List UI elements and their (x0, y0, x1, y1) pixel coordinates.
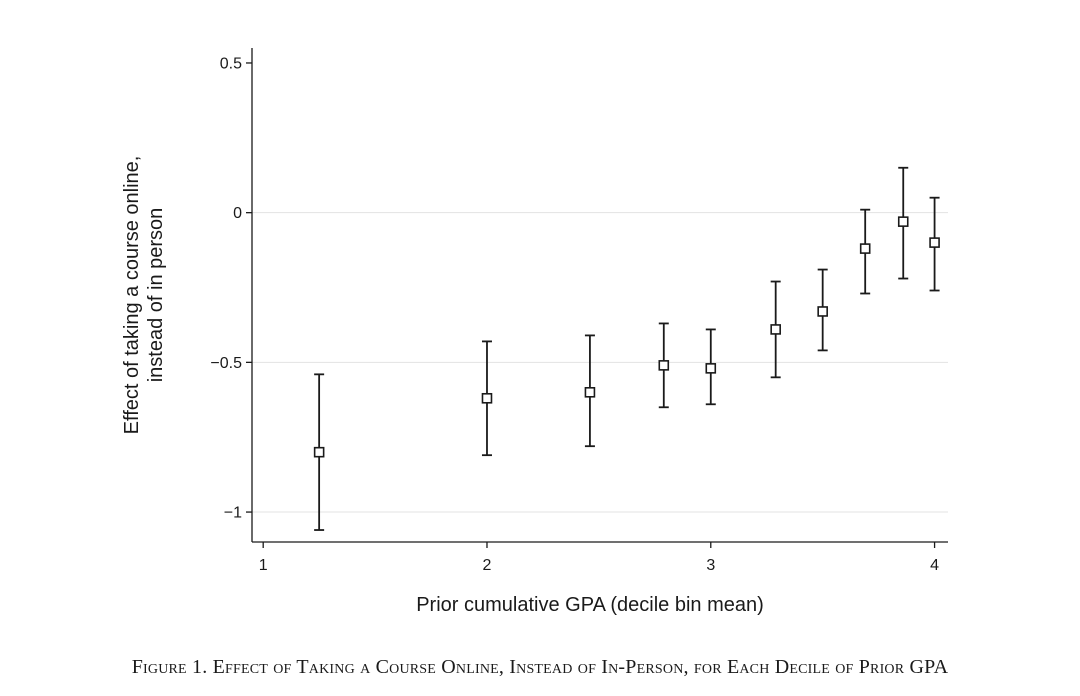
x-tick-label: 2 (483, 557, 492, 574)
y-tick-label: −0.5 (210, 355, 242, 372)
data-point (817, 268, 828, 352)
y-axis-title: Effect of taking a course online, instea… (121, 156, 167, 435)
x-tick-label: 1 (259, 557, 268, 574)
y-tick-label: 0 (233, 205, 242, 222)
point-marker (658, 360, 670, 371)
x-tick-label: 3 (706, 557, 715, 574)
point-marker (897, 216, 909, 227)
point-marker (929, 237, 940, 248)
data-point (313, 373, 325, 531)
data-point (929, 196, 940, 292)
gridlines (252, 212, 948, 513)
data-point (770, 280, 781, 379)
data-points (313, 166, 940, 531)
point-marker (313, 446, 325, 458)
y-tick-label: −1 (224, 505, 242, 522)
point-marker (705, 363, 717, 374)
point-marker (770, 324, 781, 335)
data-point (859, 208, 871, 295)
axis-ticks: 0.5 0 −0.5 −1 1 2 3 4 (210, 55, 939, 574)
data-point (897, 166, 909, 280)
data-point (705, 328, 717, 406)
x-tick-label: 4 (930, 557, 939, 574)
point-marker (859, 243, 871, 254)
data-point (584, 334, 596, 448)
point-marker (481, 392, 493, 404)
figure-caption: Figure 1. Effect of Taking a Course Onli… (131, 656, 949, 678)
data-point (481, 340, 493, 457)
point-marker (584, 387, 596, 398)
x-axis-title: Prior cumulative GPA (decile bin mean) (416, 594, 764, 616)
y-axis-title-line-2: instead of in person (145, 208, 167, 383)
y-tick-label: 0.5 (220, 55, 242, 72)
data-point (658, 322, 670, 409)
y-axis-title-line-1: Effect of taking a course online, (121, 156, 143, 435)
point-marker (817, 306, 828, 317)
